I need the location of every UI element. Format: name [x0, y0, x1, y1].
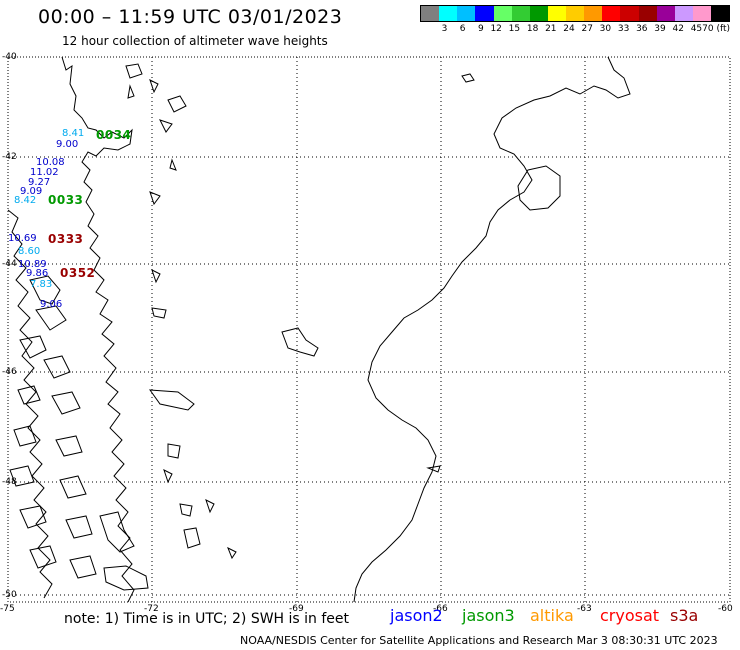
legend-label: 6 — [459, 24, 466, 34]
wave-height-value: 9.09 — [20, 186, 43, 197]
legend-swatch — [493, 6, 512, 21]
latitude-label: -50 — [2, 590, 17, 600]
wave-height-value: 9.86 — [26, 268, 49, 279]
longitude-label: -60 — [718, 604, 733, 614]
legend-label: 18 — [526, 24, 539, 34]
legend-label: 45 — [690, 24, 703, 34]
wave-height-value: 9.00 — [56, 139, 79, 150]
legend-swatch — [602, 6, 621, 21]
wave-height-value: 11.02 — [30, 167, 59, 178]
satellite-name: altika — [530, 606, 574, 625]
legend-color-bar — [420, 5, 730, 22]
legend-label: 33 — [617, 24, 630, 34]
wave-height-value: 9.27 — [28, 177, 51, 188]
pass-time-label: 0333 — [48, 232, 84, 246]
plot-subtitle: 12 hour collection of altimeter wave hei… — [62, 34, 328, 48]
legend-label: 70 (ft) — [702, 24, 731, 34]
wave-height-value: 9.06 — [40, 299, 63, 310]
footer-note: note: 1) Time is in UTC; 2) SWH is in fe… — [64, 611, 350, 627]
wave-height-value: 10.08 — [36, 157, 65, 168]
legend-swatch — [457, 6, 476, 21]
wave-height-value: 8.41 — [62, 128, 85, 139]
legend-swatch — [421, 6, 440, 21]
legend-label: 21 — [545, 24, 557, 34]
pass-time-label: 0352 — [60, 266, 96, 280]
legend-swatch — [674, 6, 693, 21]
legend-swatch — [656, 6, 675, 21]
legend-swatch — [439, 6, 458, 21]
wave-height-value: 10.89 — [18, 259, 47, 270]
legend-swatch — [529, 6, 548, 21]
latitude-label: -48 — [2, 477, 17, 487]
color-legend: 3 6 9 12 15 18 21 24 27 30 33 36 39 42 45 70 (ft) — [420, 5, 730, 35]
wave-height-value: 8.42 — [14, 195, 37, 206]
legend-swatch — [547, 6, 566, 21]
latitude-label: -42 — [2, 152, 17, 162]
legend-swatch — [566, 6, 585, 21]
legend-swatch — [711, 6, 730, 21]
legend-swatch — [692, 6, 711, 21]
legend-label: 9 — [477, 24, 484, 34]
satellite-name: s3a — [670, 606, 699, 625]
legend-swatch — [475, 6, 494, 21]
legend-label: 27 — [581, 24, 593, 34]
credit-line: NOAA/NESDIS Center for Satellite Applica… — [240, 634, 718, 647]
legend-labels: 3 6 9 12 15 18 21 24 27 30 33 36 39 42 45 70 (ft) — [420, 24, 730, 34]
satellite-name: cryosat — [600, 606, 660, 625]
longitude-label: -72 — [144, 604, 159, 614]
longitude-label: -69 — [289, 604, 304, 614]
latitude-label: -46 — [2, 367, 17, 377]
legend-swatch — [620, 6, 639, 21]
legend-label: 39 — [654, 24, 666, 34]
legend-swatch — [638, 6, 657, 21]
plot-title: 00:00 – 11:59 UTC 03/01/2023 — [38, 6, 343, 28]
legend-label: 3 — [441, 24, 448, 34]
chile-coastline — [7, 56, 237, 603]
legend-label: 30 — [599, 24, 612, 34]
argentina-coastline — [281, 56, 631, 603]
latitude-label: -40 — [2, 52, 17, 62]
legend-label: 12 — [490, 24, 502, 34]
pass-time-label: 0033 — [48, 193, 84, 207]
map-frame — [7, 56, 731, 603]
longitude-label: -75 — [0, 604, 15, 614]
longitude-label: -66 — [433, 604, 448, 614]
satellite-name: jason2 — [390, 606, 443, 625]
legend-label: 36 — [636, 24, 648, 34]
wave-height-value: 7.83 — [30, 279, 53, 290]
wave-height-value: 8.60 — [18, 246, 41, 257]
pass-time-label: 0034 — [96, 128, 132, 142]
legend-swatch — [584, 6, 603, 21]
legend-label: 24 — [563, 24, 575, 34]
legend-label: 15 — [508, 24, 521, 34]
legend-label: 42 — [672, 24, 684, 34]
wave-height-value: 10.69 — [8, 233, 37, 244]
satellite-name: jason3 — [462, 606, 515, 625]
latitude-label: -44 — [2, 259, 17, 269]
longitude-label: -63 — [577, 604, 592, 614]
grid-lines — [8, 57, 730, 602]
legend-swatch — [511, 6, 530, 21]
